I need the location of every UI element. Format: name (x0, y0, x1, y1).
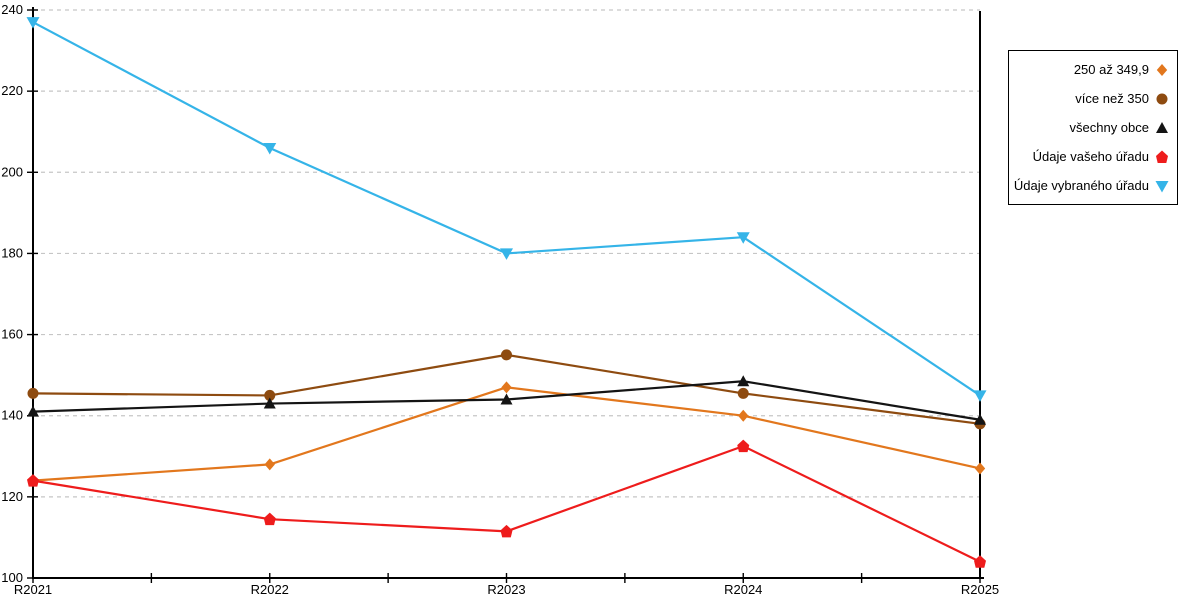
triangle-up-marker-icon (1156, 121, 1168, 133)
pentagon-marker-icon (1156, 150, 1168, 163)
data-point (974, 413, 986, 425)
series-line-4 (32, 21, 981, 397)
data-point (500, 524, 513, 538)
data-point (27, 405, 39, 417)
triangle-up-marker-icon (1156, 121, 1168, 133)
y-tick-label: 160 (1, 327, 23, 342)
data-point (737, 375, 750, 387)
x-tick-label: R2024 (724, 582, 762, 597)
y-tick-label: 220 (1, 83, 23, 98)
data-point (737, 387, 749, 399)
diamond-marker-icon (1156, 63, 1168, 76)
data-point (738, 409, 749, 422)
x-tick-label: R2023 (487, 582, 525, 597)
y-tick-label: 140 (1, 408, 23, 423)
legend: 250 až 349,9 více než 350 všechny obce Údaj… (1008, 50, 1178, 205)
data-point (26, 17, 40, 29)
data-point (501, 349, 512, 361)
y-tick-label: 120 (1, 489, 23, 504)
data-point (27, 387, 39, 399)
data-point (974, 462, 986, 475)
legend-item: všechny obce (1009, 115, 1177, 141)
data-point (264, 389, 276, 401)
data-point (263, 397, 276, 409)
y-tick-label: 180 (1, 245, 23, 260)
y-tick-label: 240 (1, 2, 23, 17)
data-point (500, 248, 513, 260)
data-point (737, 439, 750, 453)
legend-item: Údaje vybraného úřadu (1009, 173, 1177, 199)
triangle-down-marker-icon (1155, 180, 1169, 192)
data-point (500, 393, 513, 405)
legend-label: 250 až 349,9 (1073, 62, 1149, 77)
legend-label: Údaje vašeho úřadu (1032, 149, 1149, 164)
legend-label: všechny obce (1069, 120, 1150, 135)
data-point (27, 474, 39, 487)
diamond-marker-icon (1156, 63, 1168, 76)
circle-marker-icon (1156, 93, 1168, 104)
data-point (263, 512, 276, 526)
data-point (263, 142, 277, 155)
legend-label: více než 350 (1075, 91, 1149, 106)
data-point (501, 381, 512, 394)
x-tick-label: R2025 (961, 582, 999, 597)
data-point (264, 458, 275, 471)
legend-item: 250 až 349,9 (1009, 57, 1177, 83)
triangle-down-marker-icon (1155, 180, 1169, 192)
y-tick-label: 200 (1, 164, 23, 179)
x-tick-label: R2022 (251, 582, 289, 597)
circle-marker-icon (1156, 93, 1168, 104)
x-tick-label: R2021 (14, 582, 52, 597)
data-point (736, 232, 750, 244)
pentagon-marker-icon (1156, 150, 1168, 163)
data-point (973, 390, 987, 402)
series-line-3 (32, 445, 981, 563)
y-tick-label: 100 (1, 570, 23, 585)
legend-item: více než 350 (1009, 86, 1177, 112)
legend-item: Údaje vašeho úřadu (1009, 144, 1177, 170)
data-point (974, 555, 986, 568)
legend-label: Údaje vybraného úřadu (1013, 178, 1149, 193)
